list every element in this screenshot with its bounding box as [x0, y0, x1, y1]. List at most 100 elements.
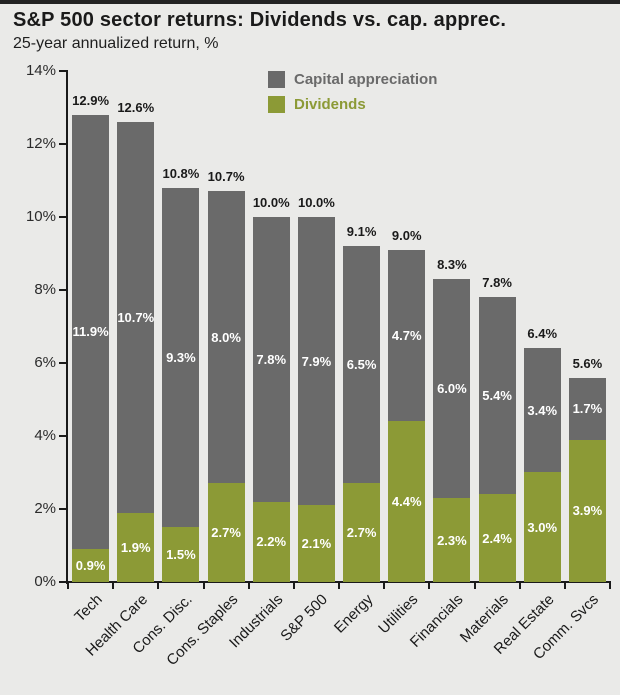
segment-label-dividends-materials: 2.4%: [482, 530, 512, 546]
total-label-health-care: 12.6%: [117, 100, 155, 116]
total-label-cons-disc: 10.8%: [162, 165, 200, 181]
segment-capital-appreciation-energy: 6.5%: [343, 246, 381, 484]
segment-dividends-utilities: 4.4%: [388, 421, 426, 582]
bar-s-p-500: 7.9% 2.1%: [297, 217, 335, 582]
segment-label-dividends-s-p-500: 2.1%: [301, 536, 332, 552]
bar-financials: 6.0% 2.3%: [433, 279, 471, 582]
bar-cons-disc: 9.3% 1.5%: [162, 187, 200, 582]
bar-health-care: 10.7% 1.9%: [117, 122, 155, 582]
x-tick-2: [157, 583, 160, 589]
x-tick-11: [563, 583, 566, 589]
legend-swatch-dividends-icon: [268, 96, 285, 113]
y-axis-label-0: 0%: [34, 573, 56, 590]
bar-utilities: 4.7% 4.4%: [388, 249, 426, 582]
segment-capital-appreciation-utilities: 4.7%: [388, 249, 426, 422]
segment-capital-appreciation-financials: 6.0%: [433, 279, 471, 499]
x-label-text-energy: Energy: [330, 591, 377, 637]
y-axis-label-2: 2%: [34, 500, 56, 517]
segment-label-dividends-cons-disc: 1.5%: [166, 547, 196, 563]
segment-dividends-materials: 2.4%: [478, 494, 516, 582]
total-label-utilities: 9.0%: [391, 227, 422, 243]
segment-dividends-cons-disc: 1.5%: [162, 527, 200, 582]
segment-capital-appreciation-cons-staples: 8.0%: [207, 191, 245, 484]
segment-dividends-industrials: 2.2%: [252, 501, 290, 582]
segment-label-dividends-tech: 0.9%: [75, 558, 106, 574]
legend-item-capital-appreciation: Capital appreciation: [268, 71, 437, 88]
segment-capital-appreciation-materials: 5.4%: [478, 297, 516, 495]
x-axis-line: [59, 581, 611, 583]
bar-energy: 6.5% 2.7%: [343, 246, 381, 582]
segment-dividends-tech: 0.9%: [72, 549, 110, 582]
x-tick-6: [338, 583, 340, 589]
bar-cons-staples: 8.0% 2.7%: [207, 191, 245, 582]
segment-dividends-financials: 2.3%: [433, 498, 471, 582]
segment-label-dividends-utilities: 4.4%: [391, 494, 422, 510]
y-axis-label-8: 8%: [34, 281, 56, 298]
y-tick-14: [59, 70, 68, 72]
bar-comm-svcs: 1.7% 3.9%: [568, 377, 606, 582]
segment-dividends-cons-staples: 2.7%: [207, 483, 245, 582]
y-axis-label-4: 4%: [34, 427, 56, 444]
total-label-real-estate: 6.4%: [527, 326, 558, 342]
segment-label-capital-appreciation-comm-svcs: 1.7%: [572, 401, 603, 417]
bar-tech: 11.9% 0.9%: [72, 114, 110, 582]
segment-label-capital-appreciation-industrials: 7.8%: [256, 351, 287, 367]
y-axis-label-14: 14%: [25, 62, 56, 79]
total-label-tech: 12.9%: [72, 92, 110, 108]
segment-label-capital-appreciation-tech: 11.9%: [72, 324, 109, 340]
segment-label-capital-appreciation-energy: 6.5%: [346, 357, 377, 373]
segment-dividends-health-care: 1.9%: [117, 512, 155, 582]
chart-title: S&P 500 sector returns: Dividends vs. ca…: [13, 9, 507, 31]
total-label-s-p-500: 10.0%: [297, 195, 335, 210]
y-axis-label-10: 10%: [25, 208, 56, 225]
bar-industrials: 7.8% 2.2%: [252, 217, 290, 582]
x-tick-8: [428, 583, 431, 589]
segment-dividends-s-p-500: 2.1%: [297, 505, 335, 582]
segment-label-capital-appreciation-utilities: 4.7%: [391, 328, 422, 344]
segment-label-dividends-health-care: 1.9%: [120, 539, 151, 555]
y-tick-2: [59, 508, 68, 510]
segment-capital-appreciation-cons-disc: 9.3%: [162, 187, 200, 528]
y-tick-12: [59, 143, 68, 145]
x-tick-12: [609, 583, 611, 589]
legend-item-dividends: Dividends: [268, 96, 437, 113]
y-axis-label-12: 12%: [25, 135, 56, 152]
x-tick-1: [112, 583, 115, 589]
segment-capital-appreciation-tech: 11.9%: [72, 114, 110, 550]
x-tick-9: [473, 583, 476, 589]
total-label-cons-staples: 10.7%: [207, 169, 245, 185]
y-axis-line: [66, 71, 68, 584]
segment-capital-appreciation-real-estate: 3.4%: [523, 348, 561, 473]
x-tick-5: [292, 583, 295, 589]
segment-label-capital-appreciation-cons-disc: 9.3%: [166, 350, 196, 366]
segment-capital-appreciation-comm-svcs: 1.7%: [568, 377, 606, 440]
segment-label-dividends-energy: 2.7%: [346, 525, 377, 541]
segment-dividends-comm-svcs: 3.9%: [568, 439, 606, 582]
total-label-financials: 8.3%: [437, 257, 467, 273]
bar-real-estate: 3.4% 3.0%: [523, 348, 561, 582]
segment-label-dividends-comm-svcs: 3.9%: [572, 503, 603, 519]
top-border-strip: [0, 0, 620, 4]
legend-label-dividends: Dividends: [294, 96, 366, 113]
segment-label-capital-appreciation-real-estate: 3.4%: [527, 402, 558, 418]
segment-label-capital-appreciation-s-p-500: 7.9%: [301, 353, 332, 369]
chart-subtitle: 25-year annualized return, %: [13, 35, 219, 52]
x-tick-3: [202, 583, 205, 589]
total-label-energy: 9.1%: [346, 224, 377, 240]
x-label-text-tech: Tech: [71, 591, 106, 626]
x-tick-0: [67, 583, 69, 589]
segment-label-dividends-financials: 2.3%: [437, 532, 467, 548]
y-tick-8: [59, 289, 68, 291]
x-tick-10: [518, 583, 521, 589]
legend-swatch-capital-appreciation-icon: [268, 71, 285, 88]
y-tick-10: [59, 216, 68, 218]
segment-capital-appreciation-industrials: 7.8%: [252, 217, 290, 502]
legend-label-capital-appreciation: Capital appreciation: [294, 71, 438, 88]
segment-label-dividends-industrials: 2.2%: [256, 534, 287, 550]
segment-label-capital-appreciation-financials: 6.0%: [437, 381, 467, 397]
segment-label-capital-appreciation-materials: 5.4%: [482, 388, 512, 404]
y-tick-6: [59, 362, 68, 364]
y-tick-4: [59, 435, 68, 437]
